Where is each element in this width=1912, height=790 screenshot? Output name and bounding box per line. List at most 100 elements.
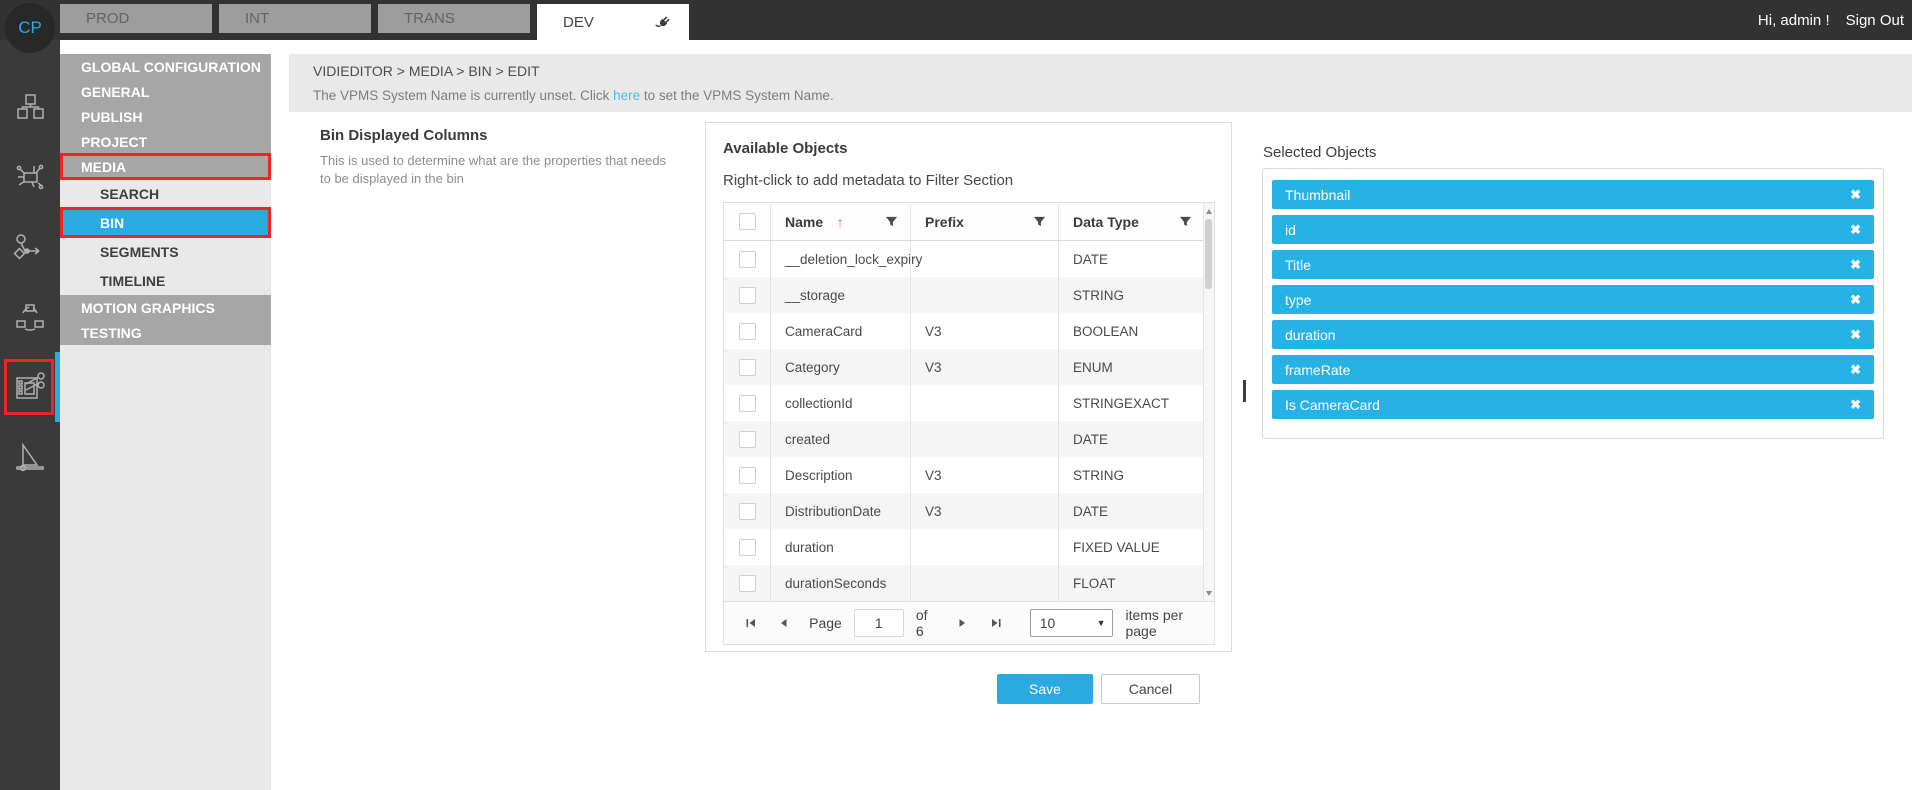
pager-first-icon[interactable] (738, 610, 764, 636)
sidebar-item-general[interactable]: GENERAL (60, 79, 271, 104)
app-logo[interactable]: CP (5, 3, 55, 53)
chip-remove-icon[interactable]: ✖ (1850, 256, 1861, 272)
table-row-deletion-lock-expiry[interactable]: __deletion_lock_expiry DATE (724, 241, 1204, 277)
selected-chip-id[interactable]: id ✖ (1272, 215, 1874, 244)
selected-chip-framerate[interactable]: frameRate ✖ (1272, 355, 1874, 384)
cell-name: __deletion_lock_expiry (770, 241, 922, 277)
row-checkbox[interactable] (738, 538, 756, 556)
pager-next-icon[interactable] (949, 610, 975, 636)
chip-label: duration (1285, 326, 1336, 343)
pager-page-label: Page (809, 615, 842, 631)
chip-remove-icon[interactable]: ✖ (1850, 326, 1861, 342)
row-checkbox[interactable] (738, 502, 756, 520)
table-row-durationseconds[interactable]: durationSeconds FLOAT (724, 565, 1204, 601)
metadata-grid: Name ↑ Prefix Data Type (723, 202, 1215, 645)
workflow-icon[interactable] (0, 217, 60, 277)
notice-here-link[interactable]: here (613, 88, 641, 103)
sign-out-link[interactable]: Sign Out (1845, 11, 1904, 29)
assets-cubes-icon[interactable] (0, 77, 60, 137)
logger-tool-icon[interactable] (0, 427, 60, 487)
sidebar-item-project[interactable]: PROJECT (60, 129, 271, 154)
selected-chip-title[interactable]: Title ✖ (1272, 250, 1874, 279)
row-checkbox[interactable] (738, 430, 756, 448)
cancel-button[interactable]: Cancel (1101, 674, 1200, 704)
page-number-input[interactable] (853, 609, 904, 637)
select-all-checkbox[interactable] (738, 213, 756, 230)
transcode-cycle-icon[interactable] (0, 287, 60, 347)
sidebar-item-global-configuration[interactable]: GLOBAL CONFIGURATION (60, 54, 271, 79)
cell-name: __storage (770, 277, 910, 313)
chip-remove-icon[interactable]: ✖ (1850, 291, 1861, 307)
tab-label: PROD (86, 10, 130, 27)
row-checkbox[interactable] (738, 466, 756, 484)
table-row-storage[interactable]: __storage STRING (724, 277, 1204, 313)
tab-int[interactable]: INT (219, 4, 371, 33)
chip-remove-icon[interactable]: ✖ (1850, 221, 1861, 237)
save-button[interactable]: Save (997, 674, 1093, 704)
chip-remove-icon[interactable]: ✖ (1850, 361, 1861, 377)
section-description: This is used to determine what are the p… (320, 153, 667, 187)
sidebar-item-media[interactable]: MEDIA (60, 153, 271, 180)
filter-icon[interactable] (1033, 215, 1046, 228)
sidebar-item-segments[interactable]: SEGMENTS (60, 237, 271, 266)
selected-chip-is-cameracard[interactable]: Is CameraCard ✖ (1272, 390, 1874, 419)
cell-datatype: STRINGEXACT (1058, 385, 1204, 421)
panel-splitter-handle[interactable] (1243, 380, 1246, 402)
tab-prod[interactable]: PROD (60, 4, 212, 33)
cell-prefix (910, 385, 1058, 421)
sidebar-item-search[interactable]: SEARCH (60, 179, 271, 208)
column-header-prefix[interactable]: Prefix (925, 213, 964, 230)
chip-remove-icon[interactable]: ✖ (1850, 186, 1861, 202)
pager-items-label: items per page (1125, 607, 1184, 639)
row-checkbox[interactable] (738, 286, 756, 304)
table-row-duration[interactable]: duration FIXED VALUE (724, 529, 1204, 565)
cell-datatype: ENUM (1058, 349, 1204, 385)
tab-trans[interactable]: TRANS (378, 4, 530, 33)
cell-prefix (910, 529, 1058, 565)
cell-name: Category (770, 349, 910, 385)
cell-datatype: STRING (1058, 457, 1204, 493)
chip-remove-icon[interactable]: ✖ (1850, 396, 1861, 412)
ingest-machine-icon[interactable] (0, 147, 60, 207)
cell-prefix: V3 (910, 313, 1058, 349)
cell-prefix (910, 421, 1058, 457)
sidebar-item-bin[interactable]: BIN (60, 207, 271, 238)
row-checkbox[interactable] (738, 250, 756, 268)
scrollbar-thumb[interactable] (1205, 219, 1212, 289)
column-header-datatype[interactable]: Data Type (1073, 213, 1139, 230)
grid-header-row: Name ↑ Prefix Data Type (724, 203, 1204, 241)
pager-last-icon[interactable] (983, 610, 1009, 636)
row-checkbox[interactable] (738, 574, 756, 592)
table-row-collectionid[interactable]: collectionId STRINGEXACT (724, 385, 1204, 421)
tab-label: TRANS (404, 10, 455, 27)
table-row-category[interactable]: Category V3 ENUM (724, 349, 1204, 385)
selected-chip-thumbnail[interactable]: Thumbnail ✖ (1272, 180, 1874, 209)
column-header-name[interactable]: Name (785, 213, 824, 230)
row-checkbox[interactable] (738, 358, 756, 376)
filter-icon[interactable] (1179, 215, 1192, 228)
breadcrumb: VIDIEDITOR > MEDIA > BIN > EDIT (313, 63, 540, 79)
row-checkbox[interactable] (738, 322, 756, 340)
selected-chip-type[interactable]: type ✖ (1272, 285, 1874, 314)
sidebar-item-motion-graphics[interactable]: MOTION GRAPHICS (60, 295, 271, 320)
table-row-cameracard[interactable]: CameraCard V3 BOOLEAN (724, 313, 1204, 349)
sidebar-item-testing[interactable]: TESTING (60, 320, 271, 345)
filter-icon[interactable] (885, 215, 898, 228)
scrollbar-down-icon[interactable] (1204, 587, 1214, 599)
dropdown-caret-icon: ▼ (1096, 618, 1106, 628)
cell-name: duration (770, 529, 910, 565)
table-row-description[interactable]: Description V3 STRING (724, 457, 1204, 493)
tab-dev[interactable]: DEV (537, 4, 689, 40)
video-editor-icon[interactable] (0, 352, 60, 422)
sidebar-item-publish[interactable]: PUBLISH (60, 104, 271, 129)
grid-scrollbar[interactable] (1203, 203, 1214, 601)
sidebar-item-timeline[interactable]: TIMELINE (60, 266, 271, 295)
table-row-created[interactable]: created DATE (724, 421, 1204, 457)
table-row-distributiondate[interactable]: DistributionDate V3 DATE (724, 493, 1204, 529)
scrollbar-up-icon[interactable] (1204, 205, 1214, 217)
pager-prev-icon[interactable] (772, 610, 798, 636)
selected-chip-duration[interactable]: duration ✖ (1272, 320, 1874, 349)
page-size-select[interactable]: 10 ▼ (1029, 609, 1114, 637)
row-checkbox[interactable] (738, 394, 756, 412)
